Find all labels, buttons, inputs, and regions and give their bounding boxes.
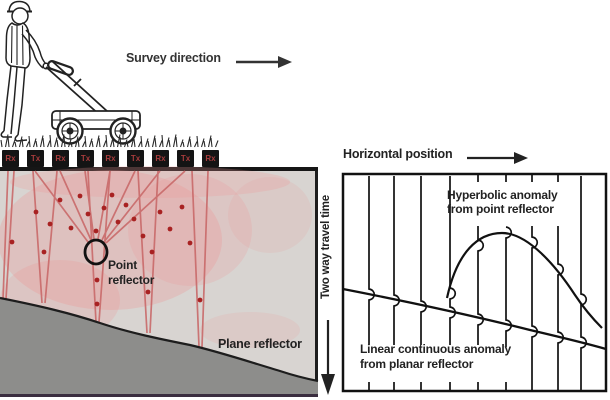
antenna-box: Tx: [77, 150, 94, 167]
travel-time-axis-label: Two way travel time: [320, 195, 332, 299]
survey-direction-arrow: [236, 56, 292, 68]
linear-anomaly-label: Linear continuous anomaly from planar re…: [360, 342, 511, 372]
horizontal-position-label: Horizontal position: [343, 147, 453, 161]
antenna-box: Rx: [2, 150, 19, 167]
antenna-box: Rx: [52, 150, 69, 167]
gpr-cart: [45, 60, 141, 145]
hyperbolic-anomaly-line2: from point reflector: [447, 201, 554, 216]
antenna-box: Tx: [177, 150, 194, 167]
travel-time-arrow: [321, 320, 335, 395]
antenna-box: Tx: [127, 150, 144, 167]
point-reflector-label: Point reflector: [108, 258, 154, 288]
ground-panel: [0, 171, 318, 394]
survey-direction-label: Survey direction: [126, 51, 221, 65]
linear-anomaly-line1: Linear continuous anomaly: [360, 342, 512, 356]
point-reflector-line2: reflector: [108, 273, 155, 287]
ground-surface-line: [0, 167, 318, 171]
hyperbola-curve: [445, 231, 603, 329]
horizontal-position-arrow: [467, 152, 528, 164]
plane-reflector-label: Plane reflector: [218, 337, 302, 351]
linear-anomaly-curve: [342, 287, 607, 351]
hyperbolic-anomaly-label: Hyperbolic anomaly from point reflector: [447, 188, 558, 216]
surveyor-figure: [0, 0, 50, 142]
linear-anomaly-line2: from planar reflector: [360, 357, 474, 371]
ground-bottom-bar: [0, 394, 318, 397]
hyperbolic-anomaly-line1: Hyperbolic anomaly: [447, 188, 558, 202]
antenna-box: Rx: [152, 150, 169, 167]
antenna-box: Rx: [102, 150, 119, 167]
point-reflector-line1: Point: [108, 258, 137, 272]
antenna-box: Rx: [202, 150, 219, 167]
antenna-box: Tx: [27, 150, 44, 167]
grass: [0, 134, 219, 148]
